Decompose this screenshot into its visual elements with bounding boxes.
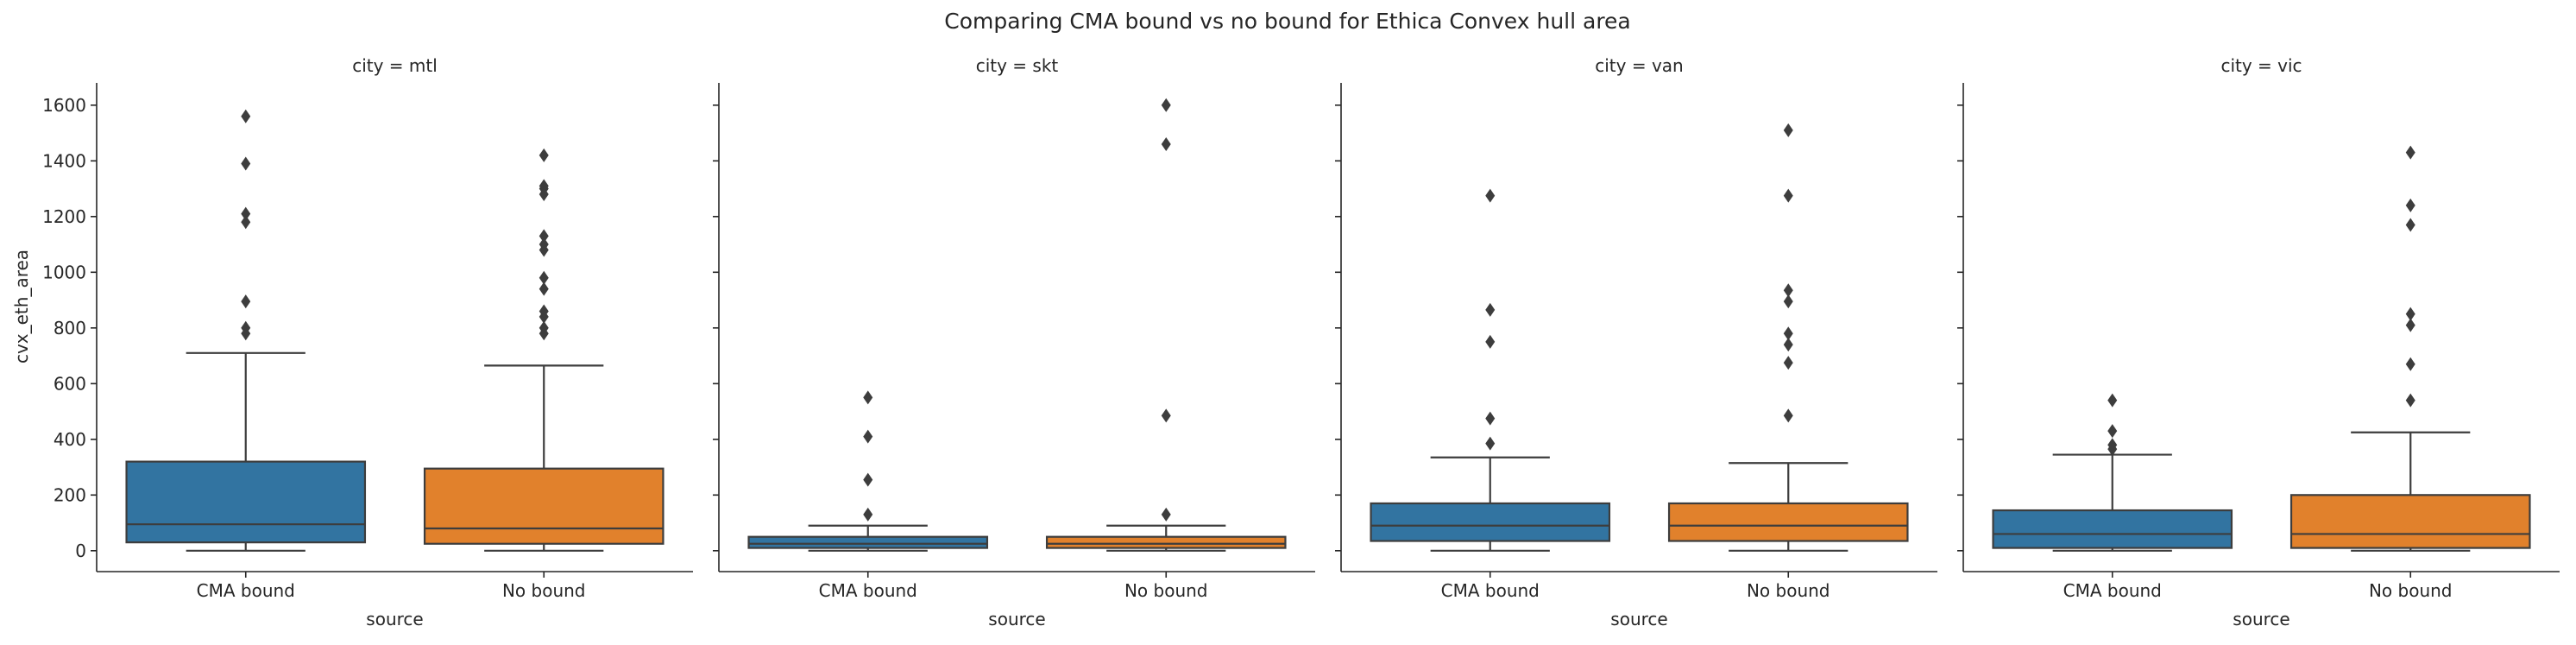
outlier-point <box>2405 307 2415 321</box>
outlier-point <box>1485 436 1496 451</box>
outlier-point <box>539 304 549 319</box>
y-tick-label: 1600 <box>42 95 86 116</box>
box-no-bound: No bound <box>1667 123 1909 601</box>
outlier-point <box>1485 334 1496 349</box>
box-cma-bound: CMA bound <box>747 390 989 601</box>
outlier-point <box>1783 294 1793 309</box>
outlier-point <box>539 320 549 335</box>
outlier-point <box>2107 424 2118 439</box>
y-tick-label: 1400 <box>42 150 86 171</box>
x-tick-label: CMA bound <box>819 580 917 601</box>
facet-panel: city = van CMA bound No bound source <box>1335 55 1937 629</box>
y-tick-label: 600 <box>54 373 86 394</box>
x-tick-label: CMA bound <box>2063 580 2162 601</box>
box-iqr <box>747 535 989 549</box>
outlier-point <box>539 281 549 296</box>
facet-title: city = vic <box>2220 55 2302 76</box>
outlier-point <box>1783 283 1793 298</box>
outlier-point <box>539 237 549 252</box>
outlier-point <box>1783 338 1793 352</box>
x-axis-label: source <box>1610 609 1667 629</box>
box-no-bound: No bound <box>423 148 664 601</box>
box-iqr <box>1992 509 2233 549</box>
outlier-point <box>539 179 549 193</box>
outlier-point <box>241 206 251 221</box>
outlier-point <box>1783 188 1793 203</box>
outlier-point <box>241 156 251 171</box>
outlier-point <box>863 429 873 444</box>
outlier-point <box>2405 218 2415 232</box>
outlier-point <box>241 215 251 230</box>
x-axis-label: source <box>2233 609 2289 629</box>
outlier-point <box>1783 408 1793 423</box>
outlier-point <box>1783 123 1793 137</box>
box-cma-bound: CMA bound <box>125 109 367 601</box>
box-iqr <box>423 467 664 545</box>
facet-panel: city = vic CMA bound No bound source <box>1957 55 2560 629</box>
facet-panel: city = skt CMA bound No bound source <box>713 55 1315 629</box>
facet-panel: city = mtl 0 200 400 600 800 1000 1200 1400 1600 C… <box>42 55 693 629</box>
box-cma-bound: CMA bound <box>1992 393 2233 601</box>
box-iqr <box>125 460 367 544</box>
outlier-point <box>1161 408 1171 423</box>
x-tick-label: No bound <box>1124 580 1208 601</box>
outlier-point <box>1485 302 1496 317</box>
x-tick-label: CMA bound <box>1441 580 1540 601</box>
box-iqr <box>1667 502 1909 542</box>
x-axis-label: source <box>366 609 423 629</box>
outlier-point <box>241 320 251 335</box>
outlier-point <box>2107 393 2118 408</box>
box-iqr <box>1370 502 1611 542</box>
y-tick-label: 0 <box>75 541 86 561</box>
x-tick-label: No bound <box>2369 580 2453 601</box>
outlier-point <box>1485 411 1496 426</box>
y-tick-label: 1000 <box>42 262 86 282</box>
facet-title: city = van <box>1595 55 1683 76</box>
box-iqr <box>1045 535 1287 549</box>
outlier-point <box>2107 438 2118 452</box>
x-tick-label: CMA bound <box>197 580 295 601</box>
outlier-point <box>539 148 549 162</box>
y-tick-label: 400 <box>54 429 86 450</box>
outlier-point <box>241 294 251 309</box>
outlier-point <box>1783 326 1793 341</box>
y-axis-label: cvx_eth_area <box>11 250 32 364</box>
box-cma-bound: CMA bound <box>1370 188 1611 601</box>
outlier-point <box>2405 357 2415 371</box>
outlier-point <box>2405 198 2415 212</box>
chart-title: Comparing CMA bound vs no bound for Ethi… <box>944 9 1631 34</box>
outlier-point <box>1161 136 1171 151</box>
outlier-point <box>2405 318 2415 332</box>
facet-title: city = skt <box>976 55 1059 76</box>
box-iqr <box>2289 494 2531 549</box>
outlier-point <box>539 270 549 285</box>
x-axis-label: source <box>988 609 1045 629</box>
outlier-point <box>863 390 873 405</box>
outlier-point <box>863 472 873 487</box>
outlier-point <box>2405 393 2415 408</box>
outlier-point <box>241 109 251 123</box>
outlier-point <box>1485 188 1496 203</box>
outlier-point <box>539 229 549 243</box>
outlier-point <box>1161 98 1171 112</box>
y-tick-label: 200 <box>54 484 86 505</box>
y-tick-label: 800 <box>54 318 86 338</box>
x-tick-label: No bound <box>502 580 586 601</box>
y-tick-label: 1200 <box>42 206 86 227</box>
box-no-bound: No bound <box>2289 145 2531 601</box>
outlier-point <box>863 507 873 522</box>
box-no-bound: No bound <box>1045 98 1287 601</box>
facet-title: city = mtl <box>352 55 438 76</box>
outlier-point <box>1161 507 1171 522</box>
outlier-point <box>1783 356 1793 370</box>
outlier-point <box>2405 145 2415 160</box>
facets: city = mtl 0 200 400 600 800 1000 1200 1400 1600 C… <box>42 55 2560 629</box>
x-tick-label: No bound <box>1747 580 1830 601</box>
